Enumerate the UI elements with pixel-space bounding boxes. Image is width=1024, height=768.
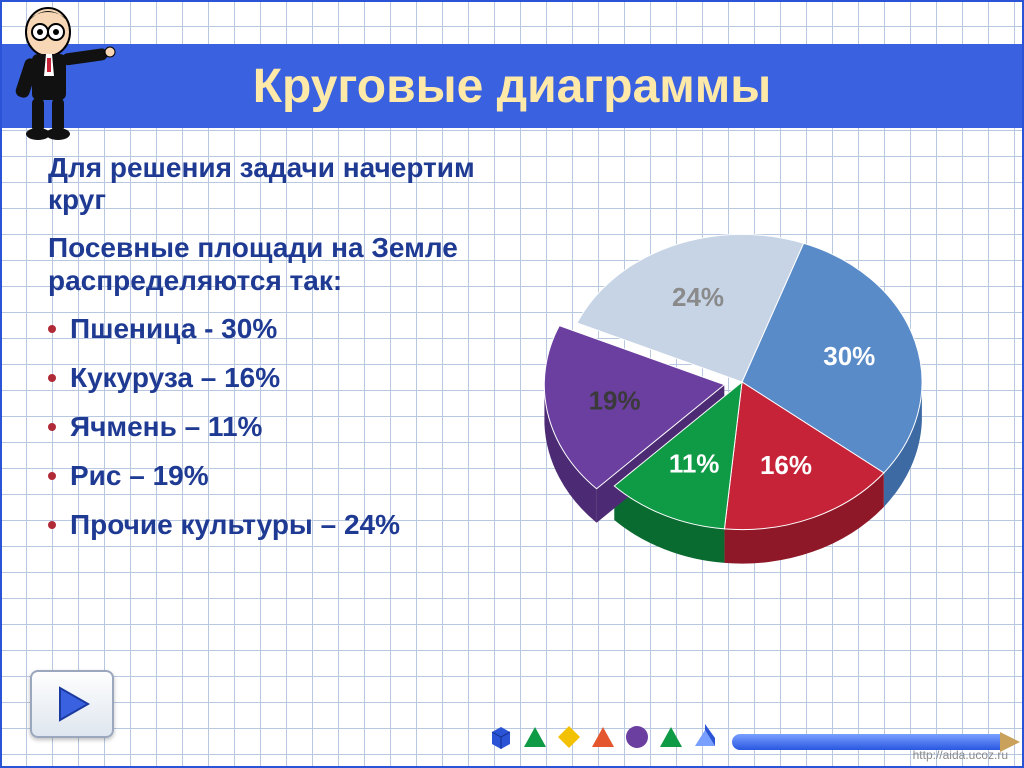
pie-chart: 30% 16% 11% 19% 24% <box>532 182 952 602</box>
watermark-text: http://aida.ucoz.ru <box>913 748 1008 762</box>
next-slide-button[interactable] <box>30 670 114 738</box>
pyramid-icon <box>522 724 548 750</box>
lead-text-1: Для решения задачи начертим круг <box>48 152 478 216</box>
list-item: Кукуруза – 16% <box>48 360 478 395</box>
svg-text:19%: 19% <box>589 386 641 416</box>
diamond-icon <box>556 724 582 750</box>
list-item: Прочие культуры – 24% <box>48 507 478 542</box>
list-item: Пшеница - 30% <box>48 311 478 346</box>
svg-text:11%: 11% <box>669 449 720 479</box>
footer-decoration <box>488 724 1002 750</box>
svg-text:30%: 30% <box>823 341 875 371</box>
cube-icon <box>488 724 514 750</box>
list-item: Рис – 19% <box>48 458 478 493</box>
svg-text:16%: 16% <box>760 450 812 480</box>
list-item: Ячмень – 11% <box>48 409 478 444</box>
page-title: Круговые диаграммы <box>253 59 772 114</box>
svg-text:24%: 24% <box>672 282 724 312</box>
prism-icon <box>692 724 718 750</box>
mascot-illustration <box>2 2 122 142</box>
lead-text-2: Посевные площади на Земле распределяются… <box>48 232 478 296</box>
pyramid-icon <box>658 724 684 750</box>
pyramid-icon <box>590 724 616 750</box>
title-bar: Круговые диаграммы <box>2 44 1022 128</box>
text-content: Для решения задачи начертим круг Посевны… <box>48 152 478 556</box>
play-icon <box>52 684 92 724</box>
crop-list: Пшеница - 30% Кукуруза – 16% Ячмень – 11… <box>48 311 478 542</box>
sphere-icon <box>624 724 650 750</box>
